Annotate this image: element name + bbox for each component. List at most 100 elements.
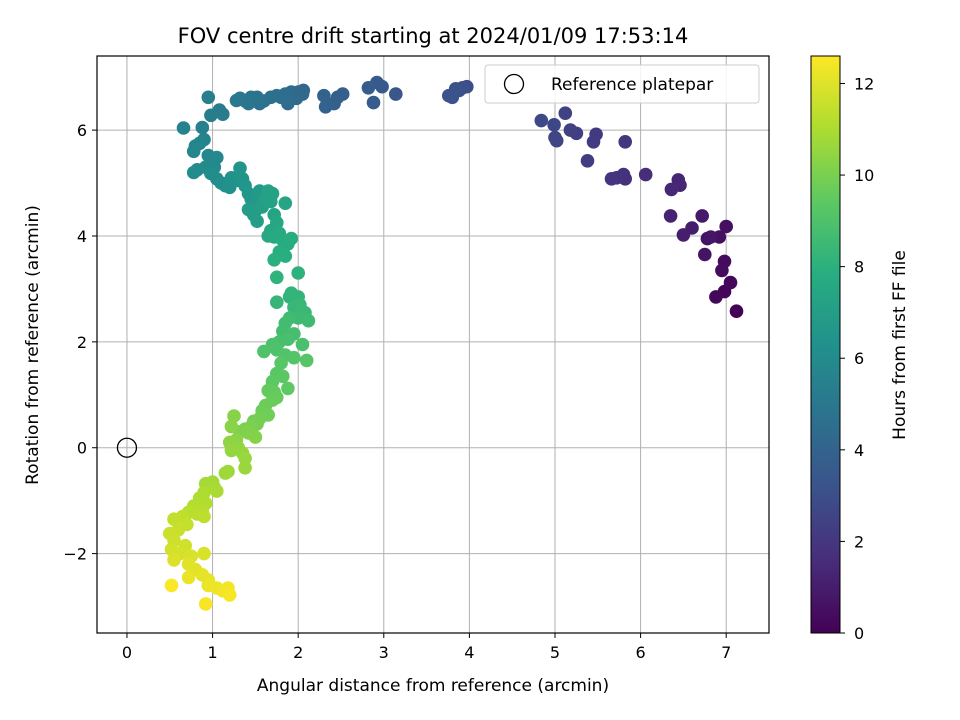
data-point — [301, 313, 316, 328]
data-point — [238, 451, 252, 466]
data-point — [250, 214, 264, 228]
y-tick-label: 0 — [77, 439, 87, 458]
colorbar-tick-label: 10 — [854, 166, 874, 185]
data-point — [198, 597, 213, 611]
data-point — [563, 123, 578, 137]
plot-frame — [96, 55, 770, 634]
data-point — [729, 304, 744, 319]
data-point — [204, 108, 218, 123]
data-point — [267, 252, 282, 267]
legend-box — [484, 64, 760, 104]
data-point — [229, 93, 244, 108]
reference-platepar-marker — [116, 437, 138, 458]
data-point — [276, 369, 290, 384]
data-point — [270, 295, 284, 310]
data-point — [704, 230, 718, 244]
colorbar-tick-label: 12 — [854, 74, 874, 93]
data-point — [287, 350, 301, 365]
data-point — [548, 130, 562, 145]
data-point — [224, 443, 239, 458]
data-point — [442, 88, 456, 103]
colorbar-tick-label: 0 — [854, 624, 864, 643]
data-point — [264, 194, 278, 209]
colorbar-tick-label: 6 — [854, 349, 864, 368]
y-tick-label: −2 — [63, 545, 87, 564]
data-point — [638, 167, 653, 182]
data-point — [281, 381, 295, 396]
data-point — [233, 161, 247, 175]
data-point — [186, 144, 201, 159]
data-point — [201, 90, 216, 105]
colorbar — [810, 55, 841, 634]
x-tick-label: 4 — [464, 643, 474, 662]
legend-marker-reference — [503, 73, 525, 95]
data-point — [167, 553, 181, 567]
data-point — [317, 88, 331, 103]
x-tick-label: 5 — [550, 643, 560, 662]
data-point — [278, 249, 293, 263]
colorbar-ticks: 0 2 4 6 8 10 12 — [840, 74, 874, 643]
data-point — [218, 466, 233, 480]
grid-lines — [97, 56, 769, 633]
data-point — [248, 430, 263, 444]
colorbar-tick-label: 4 — [854, 441, 864, 460]
data-point — [284, 231, 299, 246]
x-tick-label: 3 — [379, 643, 389, 662]
data-point — [186, 165, 201, 180]
data-point — [676, 228, 691, 242]
data-point — [238, 461, 252, 475]
colorbar-tick-label: 2 — [854, 532, 864, 551]
data-point — [291, 266, 306, 280]
y-ticks: −2 0 2 4 6 — [63, 121, 97, 564]
x-tick-label: 2 — [293, 643, 303, 662]
data-point — [224, 419, 239, 434]
data-point — [717, 254, 732, 269]
y-tick-label: 2 — [77, 333, 87, 352]
data-point — [698, 247, 712, 262]
reference-layer — [116, 437, 138, 458]
data-point — [580, 154, 595, 168]
data-point — [164, 578, 179, 593]
data-point — [604, 172, 619, 186]
data-point — [586, 135, 601, 149]
colorbar-tick-label: 8 — [854, 258, 864, 277]
data-points — [163, 75, 744, 611]
x-ticks: 0 1 2 3 4 5 6 7 — [122, 633, 731, 662]
data-point — [197, 546, 211, 561]
data-point — [210, 484, 224, 498]
colorbar-label: Hours from first FF file — [890, 250, 910, 440]
data-point — [547, 118, 561, 132]
data-point — [558, 106, 573, 120]
data-point — [274, 356, 288, 370]
data-point — [664, 182, 679, 197]
data-point — [695, 209, 709, 223]
x-axis-title: Angular distance from reference (arcmin) — [257, 676, 609, 696]
data-point — [366, 95, 381, 110]
data-point — [227, 409, 241, 423]
y-axis-title: Rotation from reference (arcmin) — [23, 205, 43, 485]
legend: Reference platepar — [484, 64, 760, 104]
data-point — [534, 113, 549, 128]
data-point — [361, 81, 376, 95]
data-point — [181, 570, 196, 585]
data-point — [176, 121, 191, 135]
data-point — [222, 588, 237, 602]
data-point — [719, 219, 733, 234]
x-tick-label: 6 — [635, 643, 645, 662]
x-tick-label: 1 — [207, 643, 217, 662]
data-point — [278, 196, 293, 210]
data-point — [618, 135, 632, 149]
legend-entry-reference: Reference platepar — [551, 75, 713, 95]
data-point — [197, 509, 211, 524]
data-point — [167, 512, 181, 526]
data-point — [270, 270, 284, 285]
x-tick-label: 7 — [721, 643, 731, 662]
data-point — [723, 275, 738, 290]
data-point — [257, 344, 271, 359]
y-tick-label: 4 — [77, 227, 87, 246]
data-point — [295, 337, 310, 352]
data-point — [318, 100, 333, 114]
data-point — [195, 120, 210, 135]
data-point — [709, 290, 723, 304]
